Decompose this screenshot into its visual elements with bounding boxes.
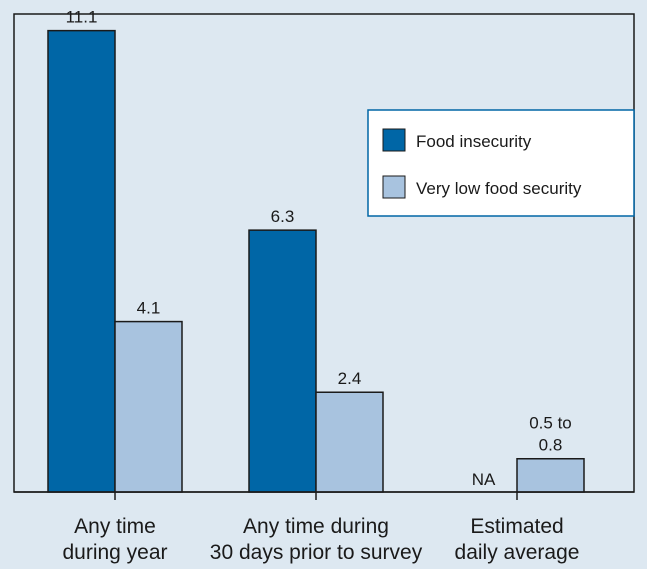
category-label-3-line-1: Estimated — [470, 515, 563, 538]
bar-very-low-food-security-2 — [315, 391, 384, 493]
category-label-2-line-2: 30 days prior to survey — [210, 541, 423, 564]
value-label-very-low-food-security-1: 4.1 — [137, 299, 161, 318]
category-label-2-line-1: Any time during — [243, 515, 389, 538]
category-label-1-line-1: Any time — [74, 515, 156, 538]
value-label-food-insecurity-1: 11.1 — [66, 8, 98, 27]
bar-very-low-food-security-1 — [114, 320, 183, 493]
value-label-very-low-food-security-3-line-1: 0.5 to — [529, 414, 572, 433]
category-label-3-line-2: daily average — [455, 541, 580, 564]
legend-label-food-insecurity: Food insecurity — [416, 132, 532, 151]
bar-very-low-food-security-3 — [516, 457, 585, 493]
value-label-food-insecurity-3: NA — [472, 470, 496, 489]
bars-group — [47, 29, 585, 493]
category-labels-group: Any time during year Any time during 30 day… — [62, 515, 579, 564]
bar-food-insecurity-2 — [248, 229, 317, 493]
value-label-food-insecurity-2: 6.3 — [271, 207, 295, 226]
x-ticks-group — [114, 492, 518, 500]
legend-swatch-food-insecurity — [382, 128, 406, 152]
legend: Food insecurity Very low food security — [367, 109, 635, 217]
value-label-very-low-food-security-3-line-2: 0.8 — [539, 436, 563, 455]
legend-swatch-very-low-food-security — [382, 175, 406, 199]
legend-label-very-low-food-security: Very low food security — [416, 179, 582, 198]
legend-box — [367, 109, 635, 217]
value-labels-group: 11.1 4.1 6.3 2.4 NA 0.5 to 0.8 — [66, 8, 572, 489]
category-label-1-line-2: during year — [62, 541, 167, 564]
bar-food-insecurity-1 — [47, 29, 116, 493]
value-label-very-low-food-security-2: 2.4 — [338, 369, 362, 388]
